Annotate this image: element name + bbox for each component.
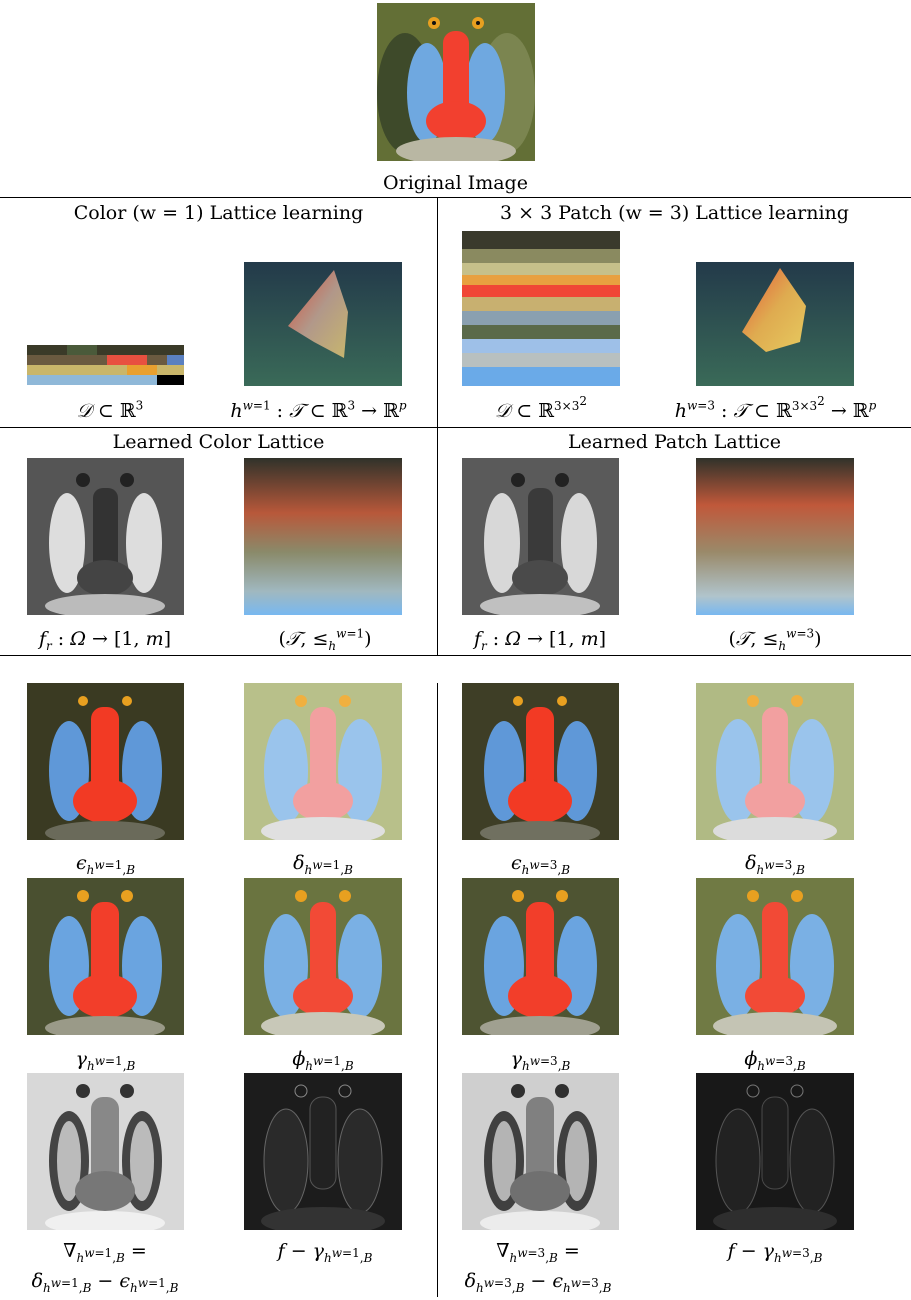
caption-h-patch: hw=3 : 𝒯 ⊂ ℝ3×32 → ℝp <box>674 393 877 422</box>
caption-delta1: δhw=1,B <box>293 852 353 877</box>
opening-patch-image <box>462 878 619 1035</box>
rule-1 <box>0 197 911 198</box>
caption-phi1: ϕhw=1,B <box>292 1048 354 1073</box>
learned-color-lattice-header: Learned Color Lattice <box>112 431 325 453</box>
closing-color-image <box>244 878 402 1035</box>
caption-resid3: f − γhw=3,B <box>727 1240 823 1265</box>
caption-fr-patch: fr : Ω → [1, m] <box>473 628 607 653</box>
original-image-caption: Original Image <box>383 172 528 194</box>
caption-resid1: f − γhw=1,B <box>277 1240 373 1265</box>
dilation-patch-image <box>696 683 854 840</box>
erosion-patch-image <box>462 683 619 840</box>
caption-grad3-a: ∇hw=3,B = <box>496 1240 580 1265</box>
column-divider-upper <box>437 197 438 655</box>
caption-grad1-b: δhw=1,B − ϵhw=1,B <box>31 1270 179 1295</box>
gradient-color-image <box>27 1073 184 1230</box>
rule-3 <box>0 655 911 656</box>
residual-patch-image <box>696 1073 854 1230</box>
caption-grad1-a: ∇hw=1,B = <box>63 1240 147 1265</box>
caption-grad3-b: δhw=3,B − ϵhw=3,B <box>464 1270 612 1295</box>
caption-D-patch: 𝒟 ⊂ ℝ3×32 <box>495 393 587 422</box>
caption-gamma1: γhw=1,B <box>75 1048 136 1073</box>
color-dictionary-image <box>27 345 184 385</box>
caption-eps1: ϵhw=1,B <box>75 852 136 877</box>
learned-patch-lattice-header: Learned Patch Lattice <box>568 431 781 453</box>
closing-patch-image <box>696 878 854 1035</box>
patch-dictionary-image <box>462 231 620 386</box>
color-lattice-3d-plot <box>244 262 402 386</box>
caption-fr-color: fr : Ω → [1, m] <box>38 628 172 653</box>
color-rank-gray-image <box>27 458 184 615</box>
opening-color-image <box>27 878 184 1035</box>
column-divider-lower <box>437 683 438 1297</box>
gradient-patch-image <box>462 1073 619 1230</box>
erosion-color-image <box>27 683 184 840</box>
color-lattice-order-image <box>244 458 402 615</box>
caption-gamma3: γhw=3,B <box>510 1048 571 1073</box>
patch-lattice-order-image <box>696 458 854 615</box>
dilation-color-image <box>244 683 402 840</box>
caption-order-patch: (𝒯, ≤hw=3) <box>728 626 822 653</box>
original-mandrill-image <box>377 3 535 161</box>
residual-color-image <box>244 1073 402 1230</box>
caption-eps3: ϵhw=3,B <box>510 852 571 877</box>
caption-order-color: (𝒯, ≤hw=1) <box>278 626 372 653</box>
patch-lattice-3d-plot <box>696 262 854 386</box>
color-lattice-learning-header: Color (w = 1) Lattice learning <box>73 202 364 224</box>
caption-h-color: hw=1 : 𝒯 ⊂ ℝ3 → ℝp <box>230 398 407 422</box>
caption-phi3: ϕhw=3,B <box>744 1048 806 1073</box>
caption-delta3: δhw=3,B <box>745 852 805 877</box>
patch-lattice-learning-header: 3 × 3 Patch (w = 3) Lattice learning <box>500 202 849 224</box>
caption-D-color: 𝒟 ⊂ ℝ3 <box>76 398 144 422</box>
patch-rank-gray-image <box>462 458 619 615</box>
rule-2 <box>0 427 911 428</box>
